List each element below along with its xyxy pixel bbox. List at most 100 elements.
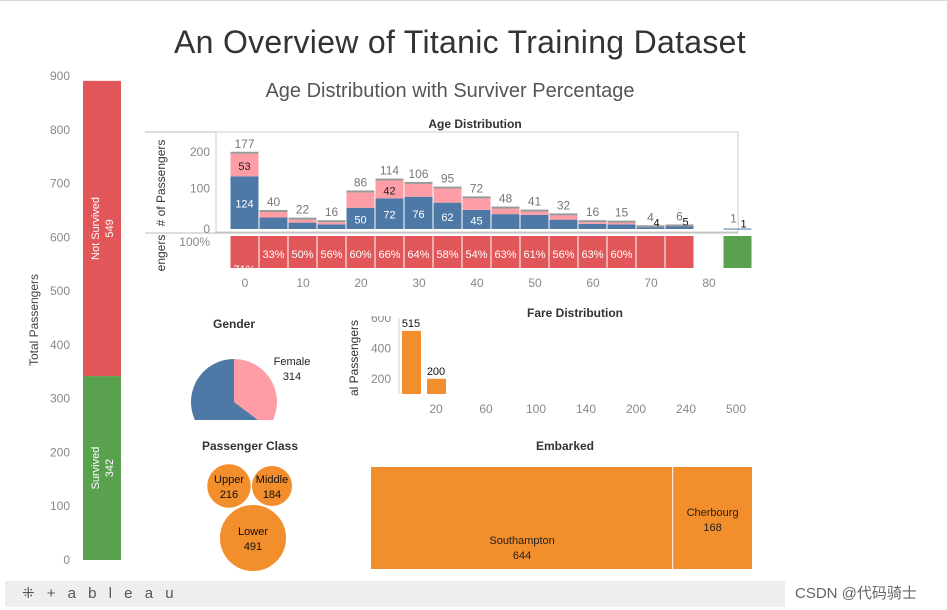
age-x-tick: 30 (412, 276, 426, 290)
segment-name-label: Survived (90, 447, 102, 490)
age-bottom-label: 5 (682, 216, 688, 228)
fare-distribution-chart[interactable]: 200 400 600 al Passengers 20 60 100 140 200 240 50… (345, 316, 755, 420)
age-x-tick: 50 (528, 276, 542, 290)
age-bottom-label: 45 (470, 215, 482, 227)
gender-chart-title: Gender (212, 317, 255, 331)
pie-clip-mask (170, 420, 340, 425)
y-tick-label: 400 (50, 338, 70, 352)
age-bar-survived-count (636, 227, 665, 229)
age-bar-survived-count (433, 202, 462, 229)
age-bottom-label: 50 (354, 214, 366, 226)
age-bar-died-count (230, 153, 259, 177)
age-pct-bar (607, 236, 636, 268)
age-total-label: 41 (528, 195, 542, 209)
age-bottom-label: 62 (441, 212, 453, 224)
fare-x-tick: 200 (626, 402, 646, 416)
pie-value-female: 314 (283, 371, 301, 383)
y-axis-label: Total Passengers (27, 274, 41, 366)
age-bar-died-count (607, 222, 636, 225)
age-bar-survived-count (578, 223, 607, 229)
fare-x-tick: 60 (479, 402, 493, 416)
age-pct-bar (375, 236, 404, 268)
age-y-tick: 0 (203, 222, 210, 236)
total-passengers-chart[interactable]: 0 100 200 300 400 500 600 700 800 900 Total Passen… (0, 60, 140, 580)
age-pct-label: 63% (494, 249, 516, 261)
age-bar-died-count (317, 222, 346, 225)
class-bubble-name: Lower (238, 526, 268, 538)
age-pct-bar (288, 236, 317, 268)
embarked-cell-value: 168 (703, 522, 721, 534)
age-pct-label: 71% (233, 264, 255, 276)
age-total-label: 22 (296, 203, 310, 217)
fare-x-tick: 240 (676, 402, 696, 416)
survived-bar (83, 376, 121, 560)
age-pct-label: 56% (320, 249, 342, 261)
age-section-title: Age Distribution with Surviver Percentag… (265, 80, 635, 102)
age-total-label: 1 (730, 212, 737, 226)
age-bar-cap (433, 186, 462, 189)
age-pct-bar (578, 236, 607, 268)
age-pct-bar (404, 236, 433, 268)
age-bar-cap (404, 181, 433, 184)
age-pct-bar (491, 236, 520, 268)
age-pct-bar (520, 236, 549, 268)
age-chart-title: Age Distribution (428, 117, 522, 131)
not-survived-bar (83, 80, 121, 377)
age-bar-died-count (404, 183, 433, 197)
pie-slice-female (234, 359, 277, 425)
age-pct-label: 66% (378, 249, 400, 261)
age-pct-bar (259, 236, 288, 268)
dashboard-title: An Overview of Titanic Training Dataset (174, 24, 746, 60)
fare-bar-label: 200 (427, 366, 445, 378)
age-bar-survived-count (375, 198, 404, 229)
passenger-class-title: Passenger Class (201, 439, 299, 453)
age-total-label: 16 (325, 205, 339, 219)
age-bar-survived-count (346, 207, 375, 229)
age-bar-survived-count (230, 176, 259, 229)
age-pct-label: 64% (407, 249, 429, 261)
embarked-treemap[interactable]: Southampton 644 Cherbourg 168 (370, 466, 753, 570)
age-bar-survived-count (520, 214, 549, 229)
segment-name-label: Not Survived (90, 197, 102, 260)
age-bar-survived-count (549, 219, 578, 229)
segment-value-label: 342 (104, 459, 116, 477)
passenger-class-chart[interactable]: Upper 216 Middle 184 Lower 491 (195, 455, 315, 573)
tableau-logo[interactable]: ⁜ + a b l e a u (22, 585, 178, 602)
age-pct-bar (462, 236, 491, 268)
class-bubble-lower (219, 504, 287, 572)
age-pct-bar (317, 236, 346, 268)
age-x-tick: 0 (242, 276, 249, 290)
age-bar-died-count (578, 222, 607, 224)
class-bubble-value: 216 (220, 489, 238, 501)
age-bar-died-count (288, 219, 317, 223)
y-tick-label: 800 (50, 123, 70, 137)
age-x-tick: 80 (702, 276, 716, 290)
age-bar-died-count (375, 180, 404, 199)
age-bar-survived-count (462, 209, 491, 229)
age-bar-cap (288, 217, 317, 220)
age-total-label: 4 (647, 210, 654, 224)
class-bubble-middle (250, 464, 294, 508)
footer-bar (5, 581, 785, 607)
age-bar-cap (665, 224, 694, 227)
age-pct-bar (433, 236, 462, 268)
age-x-tick: 70 (644, 276, 658, 290)
age-total-label: 40 (267, 195, 281, 209)
age-x-tick: 60 (586, 276, 600, 290)
age-bottom-label: 1 (740, 219, 746, 231)
age-bottom-label: 72 (383, 210, 395, 222)
class-bubble-value: 491 (244, 541, 262, 553)
fare-y-tick: 600 (371, 316, 391, 325)
gender-pie-chart[interactable]: Female 314 (170, 340, 340, 425)
age-pct-bar (230, 236, 259, 268)
age-top-label: 53 (238, 161, 250, 173)
age-bar-survived-count (259, 217, 288, 229)
age-pct-label: 60% (610, 249, 632, 261)
fare-x-tick: 500 (726, 402, 746, 416)
y-tick-label: 500 (50, 284, 70, 298)
age-pct-bar (636, 236, 665, 268)
age-total-label: 86 (354, 175, 368, 189)
age-pct-tick: 100% (179, 235, 210, 249)
age-bar-cap (462, 196, 491, 199)
age-distribution-chart[interactable]: 0 100 200 100% # of Passengers engers 0 10 20 30 4… (140, 128, 760, 298)
